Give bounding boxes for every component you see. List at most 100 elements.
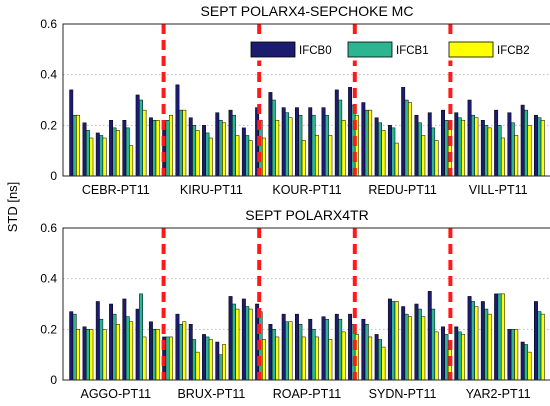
- bar-ifcb0: [520, 341, 525, 381]
- bar-ifcb2: [540, 313, 545, 381]
- bar-marks: [69, 291, 545, 381]
- bar-ifcb2: [315, 135, 319, 177]
- bar-ifcb2: [514, 329, 519, 381]
- y-tick-label: 0.6: [40, 221, 57, 235]
- bar-ifcb2: [487, 127, 492, 177]
- group-label: ROAP-PT11: [273, 387, 342, 401]
- group-label: AGGO-PT11: [80, 387, 151, 401]
- bar-ifcb0: [348, 87, 353, 177]
- bar-ifcb2: [487, 313, 492, 381]
- bar-ifcb1: [537, 311, 542, 381]
- group-labels: AGGO-PT11 BRUX-PT11 ROAP-PT11 SYDN-PT11 YAR2…: [80, 387, 530, 401]
- bar-ifcb2: [222, 344, 227, 381]
- y-tick-label: 0.2: [40, 118, 57, 132]
- bar-ifcb2: [142, 109, 147, 177]
- bar-ifcb2: [434, 140, 439, 177]
- bar-ifcb2: [527, 351, 532, 381]
- bar-ifcb0: [387, 125, 392, 177]
- bar-ifcb2: [341, 120, 346, 177]
- bar-ifcb0: [188, 117, 193, 177]
- bar-ifcb0: [348, 313, 353, 381]
- y-tick-label: 0.4: [40, 272, 57, 286]
- bar-ifcb0: [427, 291, 432, 381]
- y-axis-label: STD [ns]: [5, 182, 20, 233]
- bar-ifcb0: [467, 296, 472, 381]
- bar-ifcb2: [408, 102, 412, 177]
- y-tick-label: 0.4: [40, 68, 57, 82]
- bar-ifcb2: [235, 308, 240, 381]
- bar-ifcb0: [281, 107, 286, 177]
- legend-swatch: [347, 41, 393, 58]
- bar-ifcb2: [288, 117, 293, 177]
- bar-ifcb0: [122, 298, 127, 381]
- bar-ifcb1: [72, 313, 77, 381]
- bar-ifcb2: [328, 339, 333, 381]
- y-tick-labels: 0 0.2 0.4 0.6: [40, 221, 57, 387]
- bar-ifcb1: [404, 313, 409, 381]
- bar-ifcb2: [169, 336, 173, 381]
- bar-ifcb1: [471, 301, 475, 381]
- bar-ifcb0: [387, 298, 392, 381]
- bar-ifcb1: [497, 125, 502, 177]
- bar-ifcb1: [165, 336, 170, 381]
- bar-ifcb1: [378, 122, 382, 177]
- bar-ifcb1: [524, 109, 529, 177]
- bar-ifcb2: [381, 346, 386, 381]
- group-label: VILL-PT11: [469, 183, 528, 197]
- bar-ifcb1: [364, 109, 369, 177]
- bar-ifcb0: [228, 296, 233, 381]
- bar-ifcb1: [510, 329, 515, 381]
- bar-ifcb0: [82, 326, 87, 381]
- chart-title: SEPT POLARX4-SEPCHOKE MC: [201, 3, 414, 19]
- bar-ifcb1: [271, 99, 276, 177]
- y-tick-label: 0.2: [40, 322, 57, 336]
- bar-ifcb0: [175, 84, 180, 177]
- bar-ifcb1: [298, 114, 303, 177]
- bar-ifcb1: [524, 344, 529, 381]
- bar-ifcb1: [178, 324, 183, 381]
- bar-ifcb0: [69, 89, 74, 177]
- bar-ifcb1: [205, 132, 210, 177]
- y-tick-labels: 0 0.2 0.4 0.6: [40, 17, 57, 183]
- bar-ifcb0: [241, 298, 246, 381]
- bar-ifcb0: [534, 114, 538, 177]
- bar-ifcb1: [245, 306, 250, 381]
- bar-ifcb2: [182, 109, 187, 177]
- bar-ifcb2: [89, 137, 94, 177]
- bar-ifcb1: [285, 112, 290, 177]
- bar-ifcb2: [155, 120, 160, 177]
- bar-ifcb2: [315, 336, 319, 381]
- chart-title: SEPT POLARX4TR: [245, 207, 368, 223]
- bar-ifcb0: [82, 122, 87, 177]
- bar-ifcb1: [537, 117, 542, 177]
- group-label: REDU-PT11: [368, 183, 437, 197]
- bar-ifcb0: [109, 120, 114, 177]
- bar-ifcb0: [321, 316, 326, 381]
- bar-ifcb2: [248, 308, 253, 381]
- bar-ifcb1: [139, 293, 143, 381]
- bar-ifcb1: [112, 127, 117, 177]
- bar-ifcb0: [95, 301, 100, 381]
- bar-ifcb2: [288, 321, 293, 381]
- bar-ifcb0: [122, 120, 127, 177]
- bar-ifcb2: [421, 135, 426, 177]
- bar-ifcb2: [474, 117, 479, 177]
- bar-ifcb2: [142, 336, 147, 381]
- bar-ifcb0: [268, 92, 273, 177]
- bar-ifcb0: [135, 308, 140, 381]
- bar-ifcb2: [89, 329, 94, 381]
- bar-ifcb1: [99, 318, 104, 381]
- bar-ifcb2: [500, 293, 505, 381]
- bar-ifcb0: [175, 313, 180, 381]
- bar-ifcb1: [311, 114, 316, 177]
- bar-ifcb1: [391, 301, 396, 381]
- group-label: YAR2-PT11: [466, 387, 531, 401]
- group-labels: CEBR-PT11 KIRU-PT11 KOUR-PT11 REDU-PT11 VILL…: [82, 183, 528, 197]
- bar-ifcb0: [95, 132, 100, 177]
- bar-ifcb1: [152, 120, 157, 177]
- bar-ifcb2: [527, 125, 532, 177]
- bar-ifcb1: [364, 324, 369, 381]
- bar-ifcb0: [109, 303, 114, 381]
- bar-ifcb1: [152, 329, 157, 381]
